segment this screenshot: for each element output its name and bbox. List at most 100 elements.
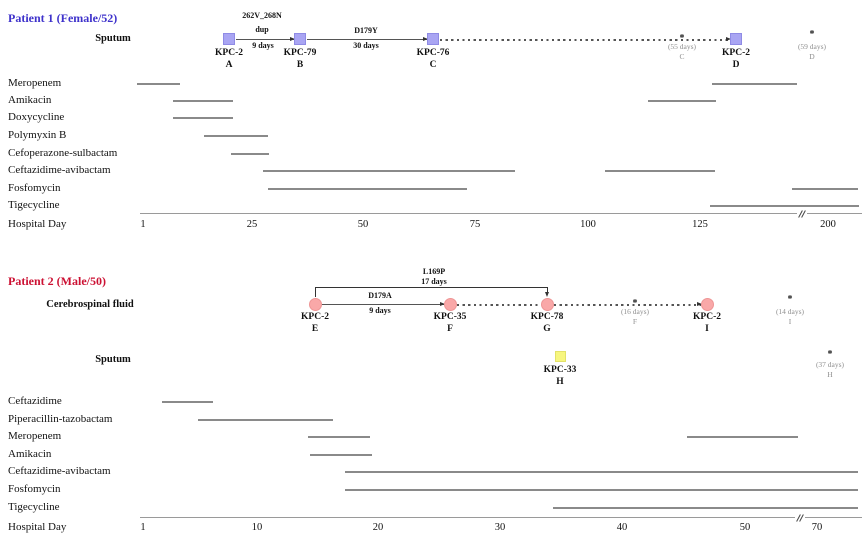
isolate-marker-circle [540,297,554,311]
drug-row-label: Cefoperazone-sulbactam [8,147,118,159]
isolate-marker-square [730,33,742,45]
isolate-marker-square [427,33,439,45]
drug-row-label: Amikacin [8,448,52,460]
isolate-letter-label: E [311,324,319,334]
isolate-gene-label: KPC-78 [530,312,564,322]
axis-title: Hospital Day [8,521,67,533]
drug-treatment-bar [712,83,797,85]
drug-row-label: Fosfomycin [8,483,61,495]
isolate-gene-label: KPC-35 [433,312,467,322]
mutation-label: 30 days [353,41,379,50]
drug-row-label: Polymyxin B [8,129,67,141]
arrowhead-right-icon [726,36,731,41]
axis-tick-label: 20 [372,522,384,533]
isolate-marker-circle [700,297,714,311]
specimen-label: Cerebrospinal fluid [46,299,134,310]
culture-star-icon: * [787,294,793,305]
drug-treatment-bar [263,170,515,172]
mutation-label: L169P [422,267,446,276]
drug-row-label: Tigecycline [8,199,60,211]
drug-row-label: Fosfomycin [8,182,61,194]
axis-tick-label: 50 [357,219,369,230]
specimen-label: Sputum [95,33,131,44]
timeline-connector-solid [307,39,427,40]
mutation-label: 9 days [252,41,274,50]
drug-row-label: Ceftazidime-avibactam [8,164,111,176]
isolate-letter-label: D [732,60,740,70]
drug-treatment-bar [553,507,858,509]
drug-treatment-bar [345,489,858,491]
isolate-gene-label: KPC-2 [722,48,750,58]
timeline-connector-solid [236,39,294,40]
axis-tick-label: 75 [469,219,481,230]
drug-treatment-bar [308,436,370,438]
days-annotation: (14 days) [775,307,805,316]
drug-row-label: Meropenem [8,77,62,89]
isolate-letter-label: A [225,60,233,70]
arrowhead-right-icon [697,301,702,306]
days-annotation-letter: I [788,317,792,326]
culture-star-icon: * [827,349,833,360]
arrowhead-right-icon [423,36,428,41]
isolate-gene-label: KPC-2 [215,48,243,58]
patient-title: Patient 2 (Male/50) [8,274,106,288]
drug-treatment-bar [204,135,268,137]
days-annotation-letter: F [632,317,638,326]
isolate-marker-circle [308,297,322,311]
isolate-letter-label: G [543,324,551,334]
bracket-left-line [315,287,316,297]
mutation-label: 9 days [369,306,391,315]
isolate-letter-label: H [556,377,564,387]
axis-tick-label: 125 [692,219,708,230]
drug-row-label: Tigecycline [8,501,60,513]
isolate-marker-circle [443,297,457,311]
mutation-label: D179A [368,291,392,300]
bracket-right-line [547,287,548,292]
days-annotation: (37 days) [815,360,845,369]
isolate-letter-label: F [447,324,453,334]
days-annotation: (16 days) [620,307,650,316]
drug-row-label: Doxycycline [8,111,65,123]
axis-tick-label: 70 [811,522,823,533]
drug-treatment-bar [605,170,715,172]
axis-tick-label: 30 [494,522,506,533]
patient-title: Patient 1 (Female/52) [8,11,118,25]
mutation-label: D179Y [354,26,378,35]
axis-tick-label: 200 [820,219,836,230]
drug-treatment-bar [173,117,233,119]
days-annotation-letter: H [827,370,833,379]
mutation-label: dup [255,25,269,34]
hospital-day-axis-line [140,517,862,518]
drug-treatment-bar [310,454,372,456]
hospital-day-axis-line [140,213,862,214]
drug-row-label: Meropenem [8,430,62,442]
drug-treatment-bar [231,153,269,155]
days-annotation-letter: D [809,52,815,61]
days-annotation: (59 days) [797,42,827,51]
isolate-marker-square [554,350,566,362]
drug-row-label: Ceftazidime [8,395,62,407]
axis-title: Hospital Day [8,218,67,230]
drug-treatment-bar [687,436,798,438]
isolate-marker-square [223,33,235,45]
axis-tick-label: 50 [739,522,751,533]
drug-treatment-bar [345,471,858,473]
mutation-label: 262V_268N [242,11,282,20]
drug-row-label: Amikacin [8,94,52,106]
drug-treatment-bar [792,188,858,190]
isolate-letter-label: C [429,60,437,70]
bracket-top-line [315,287,547,288]
axis-break-icon [795,513,805,522]
culture-star-icon: * [632,298,638,309]
culture-star-icon: * [809,29,815,40]
axis-tick-label: 100 [580,219,596,230]
isolate-letter-label: I [705,324,709,334]
arrowhead-down-icon [544,292,549,297]
drug-treatment-bar [710,205,859,207]
drug-treatment-bar [648,100,716,102]
culture-star-icon: * [679,33,685,44]
drug-treatment-bar [137,83,180,85]
days-annotation: (55 days) [667,42,697,51]
axis-tick-label: 1 [140,219,146,230]
mutation-label: 17 days [421,277,447,286]
